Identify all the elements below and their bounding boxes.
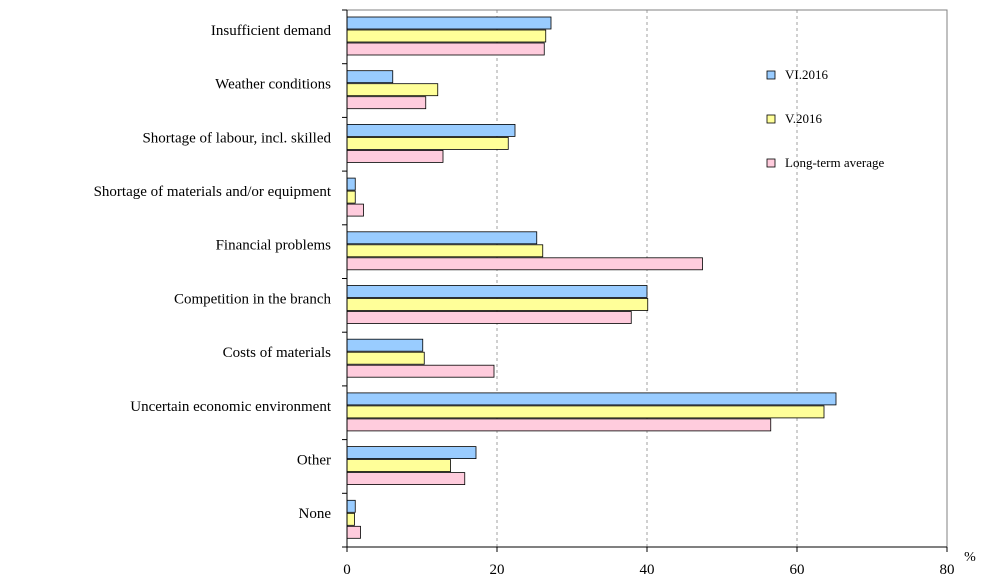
legend-swatch xyxy=(767,115,775,123)
bar-v-2016-7 xyxy=(347,406,824,418)
category-label: Uncertain economic environment xyxy=(130,399,332,415)
bar-vi-2016-7 xyxy=(347,393,836,405)
x-unit-label: % xyxy=(964,550,976,565)
bar-vi-2016-2 xyxy=(347,124,515,136)
bar-long-term-average-3 xyxy=(347,204,364,216)
category-label: Costs of materials xyxy=(223,345,331,361)
category-labels: Insufficient demand Weather conditions Sho… xyxy=(94,23,332,522)
bars xyxy=(347,17,836,538)
bar-vi-2016-1 xyxy=(347,71,393,83)
bar-long-term-average-6 xyxy=(347,365,494,377)
bar-long-term-average-7 xyxy=(347,419,771,431)
bar-long-term-average-0 xyxy=(347,43,544,55)
bar-vi-2016-9 xyxy=(347,500,355,512)
legend-label: V.2016 xyxy=(785,111,822,126)
x-tick-label: 20 xyxy=(490,562,505,578)
bar-v-2016-9 xyxy=(347,513,355,525)
x-tick-label: 80 xyxy=(940,562,955,578)
bar-v-2016-5 xyxy=(347,299,648,311)
bar-v-2016-1 xyxy=(347,84,438,96)
bar-long-term-average-1 xyxy=(347,97,426,109)
category-label: Shortage of labour, incl. skilled xyxy=(142,130,331,146)
category-label: Insufficient demand xyxy=(211,23,332,39)
x-tick-labels: 0 20 40 60 80 xyxy=(343,562,954,578)
bar-long-term-average-8 xyxy=(347,473,465,485)
category-label: Shortage of materials and/or equipment xyxy=(94,184,332,200)
bar-v-2016-2 xyxy=(347,137,508,149)
x-tick-label: 60 xyxy=(790,562,805,578)
bar-long-term-average-5 xyxy=(347,312,631,324)
x-tick-label: 40 xyxy=(640,562,655,578)
gridlines xyxy=(497,10,797,547)
bar-vi-2016-6 xyxy=(347,339,423,351)
bar-v-2016-4 xyxy=(347,245,543,257)
category-label: None xyxy=(299,506,332,522)
category-label: Competition in the branch xyxy=(174,291,332,307)
bar-v-2016-8 xyxy=(347,460,451,472)
bar-v-2016-3 xyxy=(347,191,355,203)
bar-v-2016-6 xyxy=(347,352,424,364)
bar-long-term-average-2 xyxy=(347,150,443,162)
legend-label: VI.2016 xyxy=(785,67,828,82)
legend: VI.2016 V.2016 Long-term average xyxy=(767,67,884,170)
bar-vi-2016-3 xyxy=(347,178,355,190)
bar-vi-2016-0 xyxy=(347,17,551,29)
category-label: Financial problems xyxy=(216,238,332,254)
bar-vi-2016-5 xyxy=(347,286,647,298)
bar-long-term-average-9 xyxy=(347,526,361,538)
x-tick-label: 0 xyxy=(343,562,351,578)
legend-swatch xyxy=(767,159,775,167)
bar-vi-2016-8 xyxy=(347,447,476,459)
category-label: Weather conditions xyxy=(215,77,331,93)
legend-swatch xyxy=(767,71,775,79)
bar-long-term-average-4 xyxy=(347,258,703,270)
bar-vi-2016-4 xyxy=(347,232,537,244)
bar-v-2016-0 xyxy=(347,30,546,42)
category-label: Other xyxy=(297,452,331,468)
legend-label: Long-term average xyxy=(785,155,884,170)
